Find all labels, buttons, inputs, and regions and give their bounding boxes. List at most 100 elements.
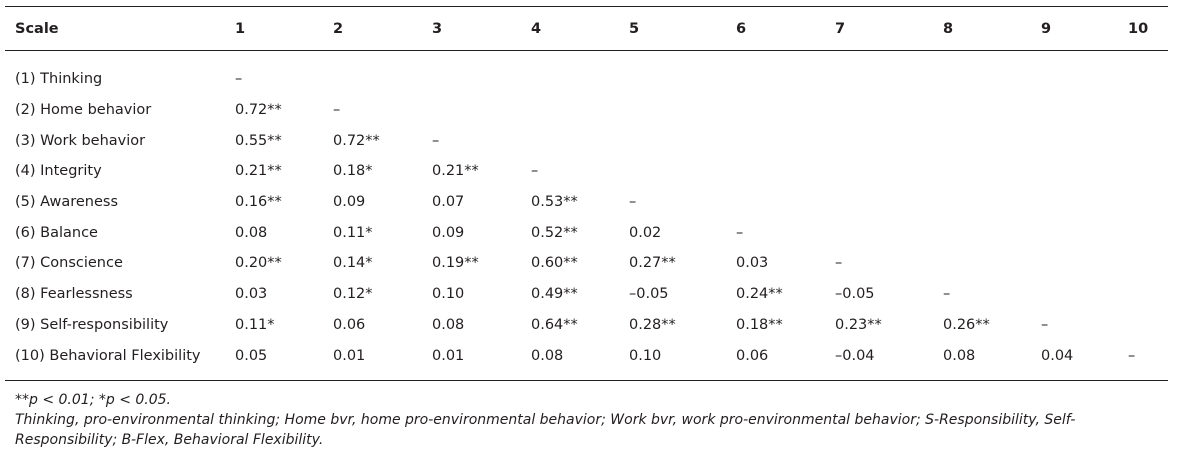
correlation-cell: 0.72** [235,102,282,119]
correlation-cell [736,64,835,95]
correlation-cell: – [1128,347,1136,364]
correlation-cell: 0.20** [235,255,282,272]
table-row: (10) Behavioral Flexibility 0.05 0.01 0.01 0… [5,340,1168,371]
correlation-cell [531,125,629,156]
correlation-cell: 0.04 [1041,347,1074,364]
correlation-cell: 0.01 [333,347,366,364]
row-label: (1) Thinking [15,71,103,88]
table-body: (1) Thinking – (2) Home behavior 0.72** – (3)… [5,50,1168,371]
correlation-cell: 0.11* [333,224,373,241]
correlation-cell: 0.26** [943,316,990,333]
correlation-cell [736,187,835,218]
correlation-cell [432,95,531,126]
correlation-cell [1128,125,1168,156]
row-label: (6) Balance [15,224,98,241]
correlation-cell [1041,248,1128,279]
correlation-cell [1041,217,1128,248]
correlation-cell: 0.64** [531,316,578,333]
column-header-3: 3 [432,20,443,37]
row-label: (7) Conscience [15,255,123,272]
correlation-cell [1041,187,1128,218]
column-header-4: 4 [531,20,542,37]
correlation-cell [736,156,835,187]
table-row: (8) Fearlessness 0.03 0.12* 0.10 0.49** –0.05… [5,279,1168,310]
correlation-cell [943,64,1041,95]
row-label: (2) Home behavior [15,102,152,119]
table-bottom-rule [5,380,1168,381]
table-row: (7) Conscience 0.20** 0.14* 0.19** 0.60** 0.2… [5,248,1168,279]
correlation-cell [1041,95,1128,126]
row-label: (3) Work behavior [15,132,146,149]
correlation-cell [629,64,736,95]
correlation-cell [1041,156,1128,187]
correlation-cell: 0.21** [235,163,282,180]
correlation-cell: 0.24** [736,286,783,303]
correlation-table: Scale 1 2 3 4 5 6 7 8 9 10 (1) Thinking – (2) Home b… [5,7,1168,371]
correlation-cell: 0.03 [736,255,769,272]
correlation-cell: 0.03 [235,286,268,303]
correlation-cell: 0.08 [943,347,976,364]
table-row: (2) Home behavior 0.72** – [5,95,1168,126]
column-header-9: 9 [1041,20,1052,37]
table-row: (1) Thinking – [5,64,1168,95]
correlation-cell: 0.06 [736,347,769,364]
correlation-cell [531,64,629,95]
correlation-cell [1128,217,1168,248]
table-footnotes: **p < 0.01; *p < 0.05. Thinking, pro-env… [15,390,1175,450]
correlation-cell: 0.60** [531,255,578,272]
correlation-cell: 0.07 [432,194,465,211]
correlation-cell: 0.11* [235,316,275,333]
table-row: (5) Awareness 0.16** 0.09 0.07 0.53** – [5,187,1168,218]
correlation-cell: 0.10 [629,347,662,364]
correlation-cell: –0.05 [629,286,669,303]
correlation-cell: 0.05 [235,347,268,364]
correlation-cell: – [531,163,539,180]
correlation-cell: 0.72** [333,132,380,149]
correlation-cell [736,95,835,126]
row-label: (5) Awareness [15,194,119,211]
table-row: (9) Self-responsibility 0.11* 0.06 0.08 0.64… [5,310,1168,341]
correlation-cell: 0.28** [629,316,676,333]
correlation-cell [1128,310,1168,341]
correlation-cell: 0.08 [235,224,268,241]
correlation-cell: 0.18** [736,316,783,333]
correlation-cell: – [835,255,843,272]
correlation-cell [333,64,432,95]
correlation-cell [1128,64,1168,95]
column-header-2: 2 [333,20,344,37]
row-label: (10) Behavioral Flexibility [15,347,201,364]
column-header-1: 1 [235,20,246,37]
correlation-cell [531,95,629,126]
correlation-cell: – [736,224,744,241]
table-top-rule [5,6,1168,7]
correlation-cell [943,217,1041,248]
table-header-rule [5,50,1168,51]
table-header-row: Scale 1 2 3 4 5 6 7 8 9 10 [5,7,1168,50]
correlation-cell: 0.19** [432,255,479,272]
correlation-cell [629,95,736,126]
table-spacer-row [5,50,1168,64]
column-header-6: 6 [736,20,747,37]
correlation-cell: 0.09 [333,194,366,211]
column-header-10: 10 [1128,20,1149,37]
correlation-cell: – [629,194,637,211]
correlation-cell: 0.08 [432,316,465,333]
correlation-cell [835,187,943,218]
correlation-cell: 0.53** [531,194,578,211]
correlation-cell [943,95,1041,126]
correlation-cell: 0.06 [333,316,366,333]
correlation-cell [736,125,835,156]
correlation-cell: 0.21** [432,163,479,180]
correlation-cell [1041,64,1128,95]
correlation-cell: 0.01 [432,347,465,364]
correlation-cell: –0.04 [835,347,875,364]
correlation-cell [835,95,943,126]
correlation-cell: 0.18* [333,163,373,180]
correlation-cell: – [943,286,951,303]
correlation-cell: 0.16** [235,194,282,211]
correlation-cell [835,217,943,248]
correlation-cell: – [432,132,440,149]
correlation-cell [629,125,736,156]
column-header-7: 7 [835,20,846,37]
